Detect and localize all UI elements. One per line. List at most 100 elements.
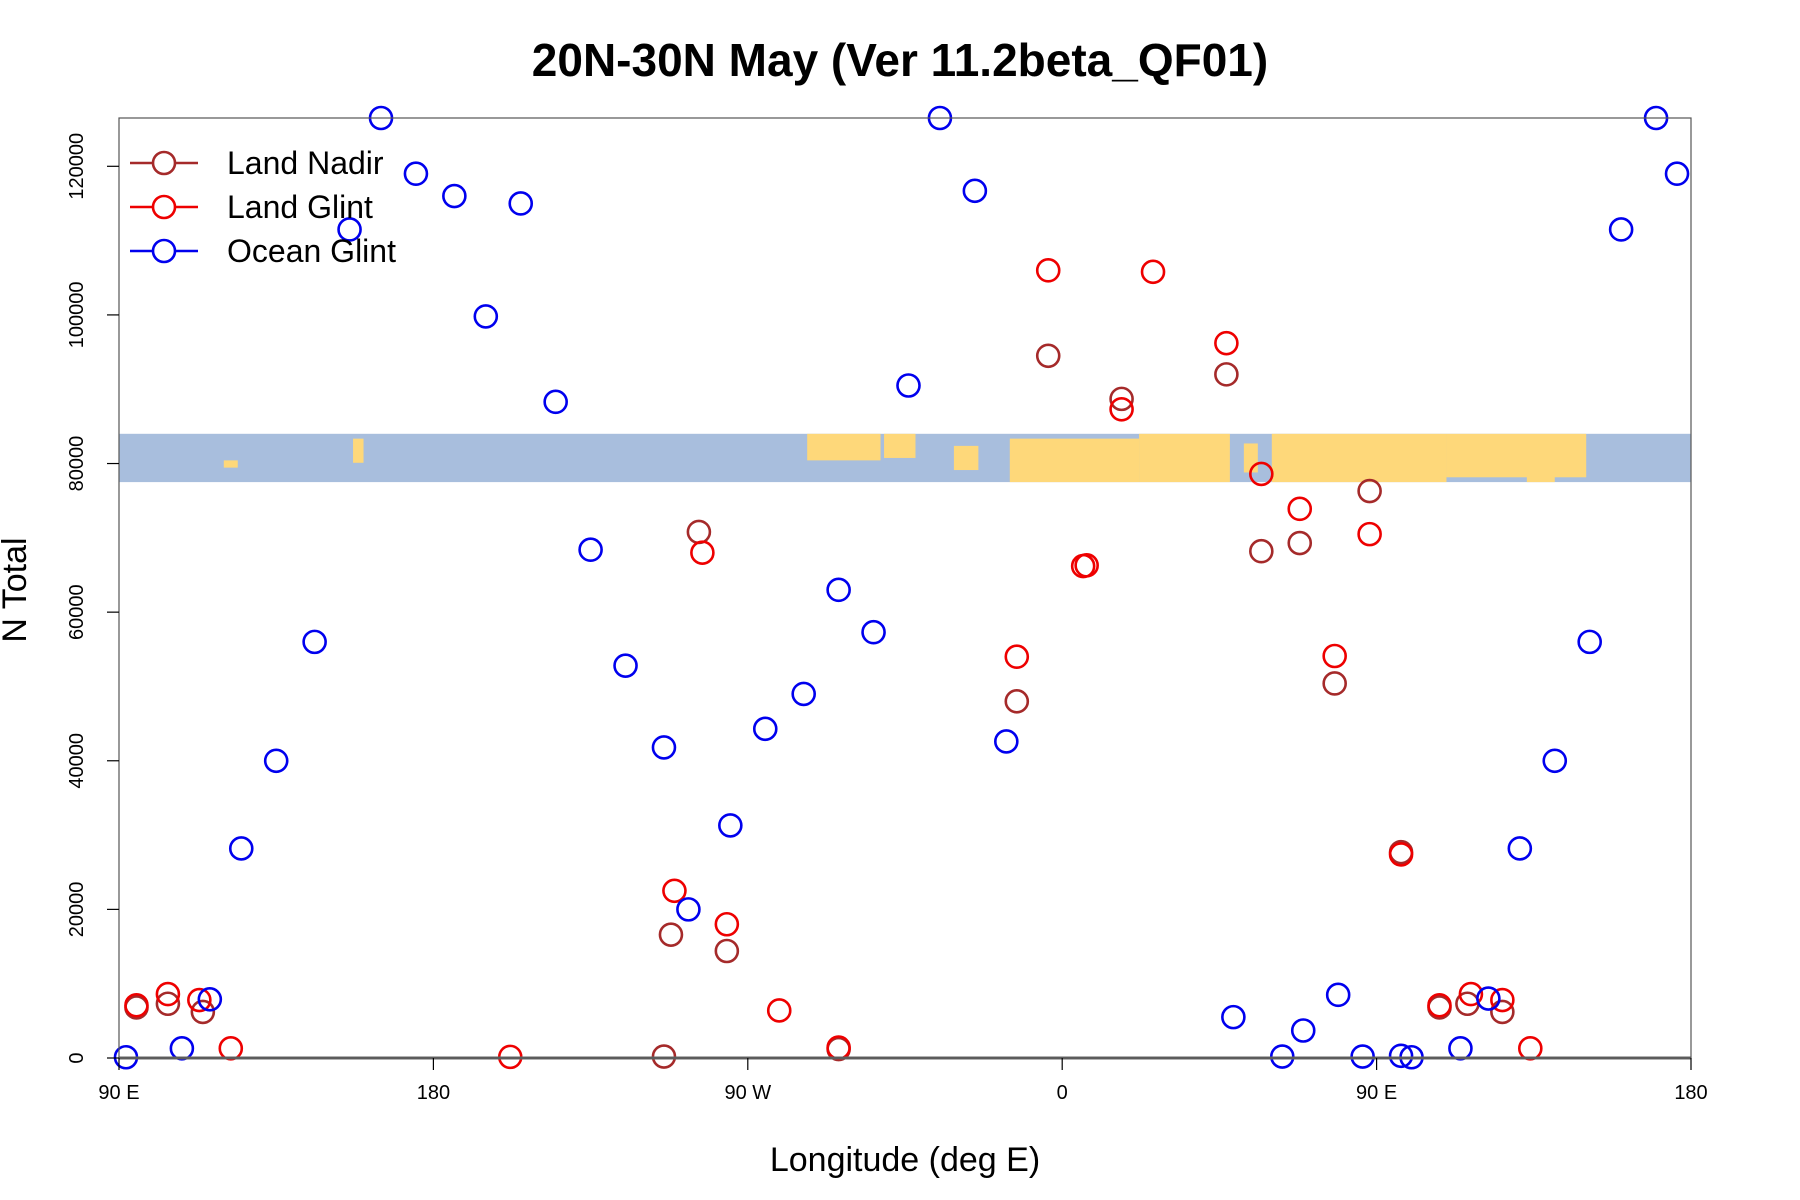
x-tick-label: 90 E — [98, 1082, 139, 1104]
point-ocean-glint — [1542, 748, 1568, 774]
legend-label-land-nadir: Land Nadir — [227, 145, 384, 181]
point-land-nadir — [1004, 689, 1030, 714]
y-tick-label: 120000 — [66, 133, 88, 200]
y-tick-label: 60000 — [66, 584, 88, 640]
point-ocean-glint — [1325, 982, 1351, 1008]
point-land-nadir — [686, 519, 712, 545]
point-land-nadir — [1490, 999, 1515, 1025]
point-land-glint — [1140, 259, 1166, 285]
map-band-land — [353, 438, 364, 463]
point-land-glint — [1287, 496, 1313, 522]
x-tick-label: 90 W — [724, 1082, 771, 1104]
point-ocean-glint — [1507, 836, 1533, 861]
y-tick-label: 20000 — [66, 882, 88, 938]
point-ocean-glint — [651, 735, 677, 760]
y-tick-label: 0 — [66, 1052, 88, 1063]
y-tick-label: 40000 — [66, 733, 88, 789]
point-ocean-glint — [1577, 629, 1602, 655]
point-ocean-glint — [752, 716, 778, 742]
x-axis: 90 E 180 90 W 0 90 E 180 — [98, 1058, 1708, 1104]
point-ocean-glint — [337, 217, 362, 242]
legend-marker-land-nadir — [151, 150, 177, 176]
point-land-glint — [187, 987, 212, 1013]
point-land-nadir — [1109, 386, 1134, 412]
point-ocean-glint — [197, 986, 223, 1012]
point-land-glint — [1427, 992, 1452, 1018]
point-land-glint — [690, 540, 715, 566]
point-ocean-glint — [543, 389, 568, 415]
data-points — [113, 105, 1690, 1070]
point-ocean-glint — [1388, 1043, 1414, 1069]
map-band-land — [1446, 433, 1587, 478]
point-land-glint — [766, 998, 792, 1023]
point-land-nadir — [1287, 530, 1313, 556]
point-ocean-glint — [994, 729, 1019, 754]
point-land-glint — [1004, 644, 1030, 670]
point-ocean-glint — [791, 681, 816, 707]
point-land-glint — [1490, 987, 1515, 1013]
legend: Land Nadir Land Glint Ocean Glint — [130, 145, 396, 269]
point-land-nadir — [658, 922, 684, 947]
point-land-glint — [1357, 521, 1382, 547]
point-ocean-glint — [676, 897, 701, 922]
point-ocean-glint — [442, 183, 467, 209]
legend-marker-land-glint — [151, 194, 177, 220]
point-ocean-glint — [896, 373, 921, 398]
point-land-glint — [155, 981, 181, 1007]
map-band-land — [953, 445, 979, 471]
chart-title: 20N-30N May (Ver 11.2beta_QF01) — [532, 34, 1268, 86]
x-tick-label: 180 — [1674, 1082, 1707, 1104]
y-tick-label: 100000 — [66, 282, 88, 349]
map-band-land — [1139, 433, 1230, 483]
point-ocean-glint — [861, 619, 886, 645]
point-ocean-glint — [1608, 217, 1634, 242]
map-band-land — [1526, 462, 1555, 483]
point-land-glint — [662, 878, 687, 904]
point-ocean-glint — [1476, 986, 1501, 1011]
point-land-glint — [1109, 396, 1134, 422]
map-band-land — [807, 433, 881, 461]
plot-frame — [118, 117, 1692, 1059]
point-ocean-glint — [508, 191, 534, 216]
y-axis-label: N Total — [0, 537, 34, 642]
point-ocean-glint — [403, 161, 429, 187]
point-land-nadir — [155, 991, 181, 1017]
x-tick-label: 180 — [417, 1082, 450, 1104]
point-land-glint — [1035, 258, 1061, 283]
point-land-nadir — [190, 999, 216, 1025]
point-land-glint — [218, 1036, 244, 1061]
point-ocean-glint — [613, 653, 638, 678]
point-ocean-glint — [1221, 1004, 1246, 1030]
point-land-glint — [124, 992, 149, 1018]
point-ocean-glint — [228, 836, 254, 861]
point-ocean-glint — [1448, 1036, 1473, 1061]
point-land-glint — [826, 1035, 851, 1060]
point-land-glint — [714, 911, 740, 937]
point-ocean-glint — [578, 537, 603, 563]
point-land-glint — [1322, 643, 1347, 669]
point-ocean-glint — [718, 813, 743, 838]
map-band-land — [884, 433, 916, 458]
y-tick-label: 80000 — [66, 436, 88, 492]
point-land-glint — [1249, 461, 1274, 487]
point-land-nadir — [1214, 362, 1239, 387]
x-tick-label: 0 — [1057, 1082, 1068, 1104]
point-land-nadir — [714, 938, 740, 964]
x-tick-label: 90 E — [1356, 1082, 1397, 1104]
point-ocean-glint — [826, 577, 851, 603]
point-land-nadir — [1322, 671, 1347, 696]
point-land-glint — [1388, 842, 1414, 867]
legend-marker-ocean-glint — [151, 238, 177, 264]
point-ocean-glint — [263, 748, 289, 774]
point-ocean-glint — [962, 178, 988, 204]
map-band-land — [1009, 438, 1140, 483]
legend-label-ocean-glint: Ocean Glint — [227, 233, 396, 269]
point-land-glint — [1518, 1036, 1543, 1061]
map-band — [119, 433, 1691, 483]
point-ocean-glint — [302, 629, 327, 655]
point-ocean-glint — [1664, 161, 1690, 187]
legend-label-land-glint: Land Glint — [227, 189, 373, 225]
map-band-land — [1271, 433, 1447, 483]
point-land-glint — [1074, 553, 1099, 578]
